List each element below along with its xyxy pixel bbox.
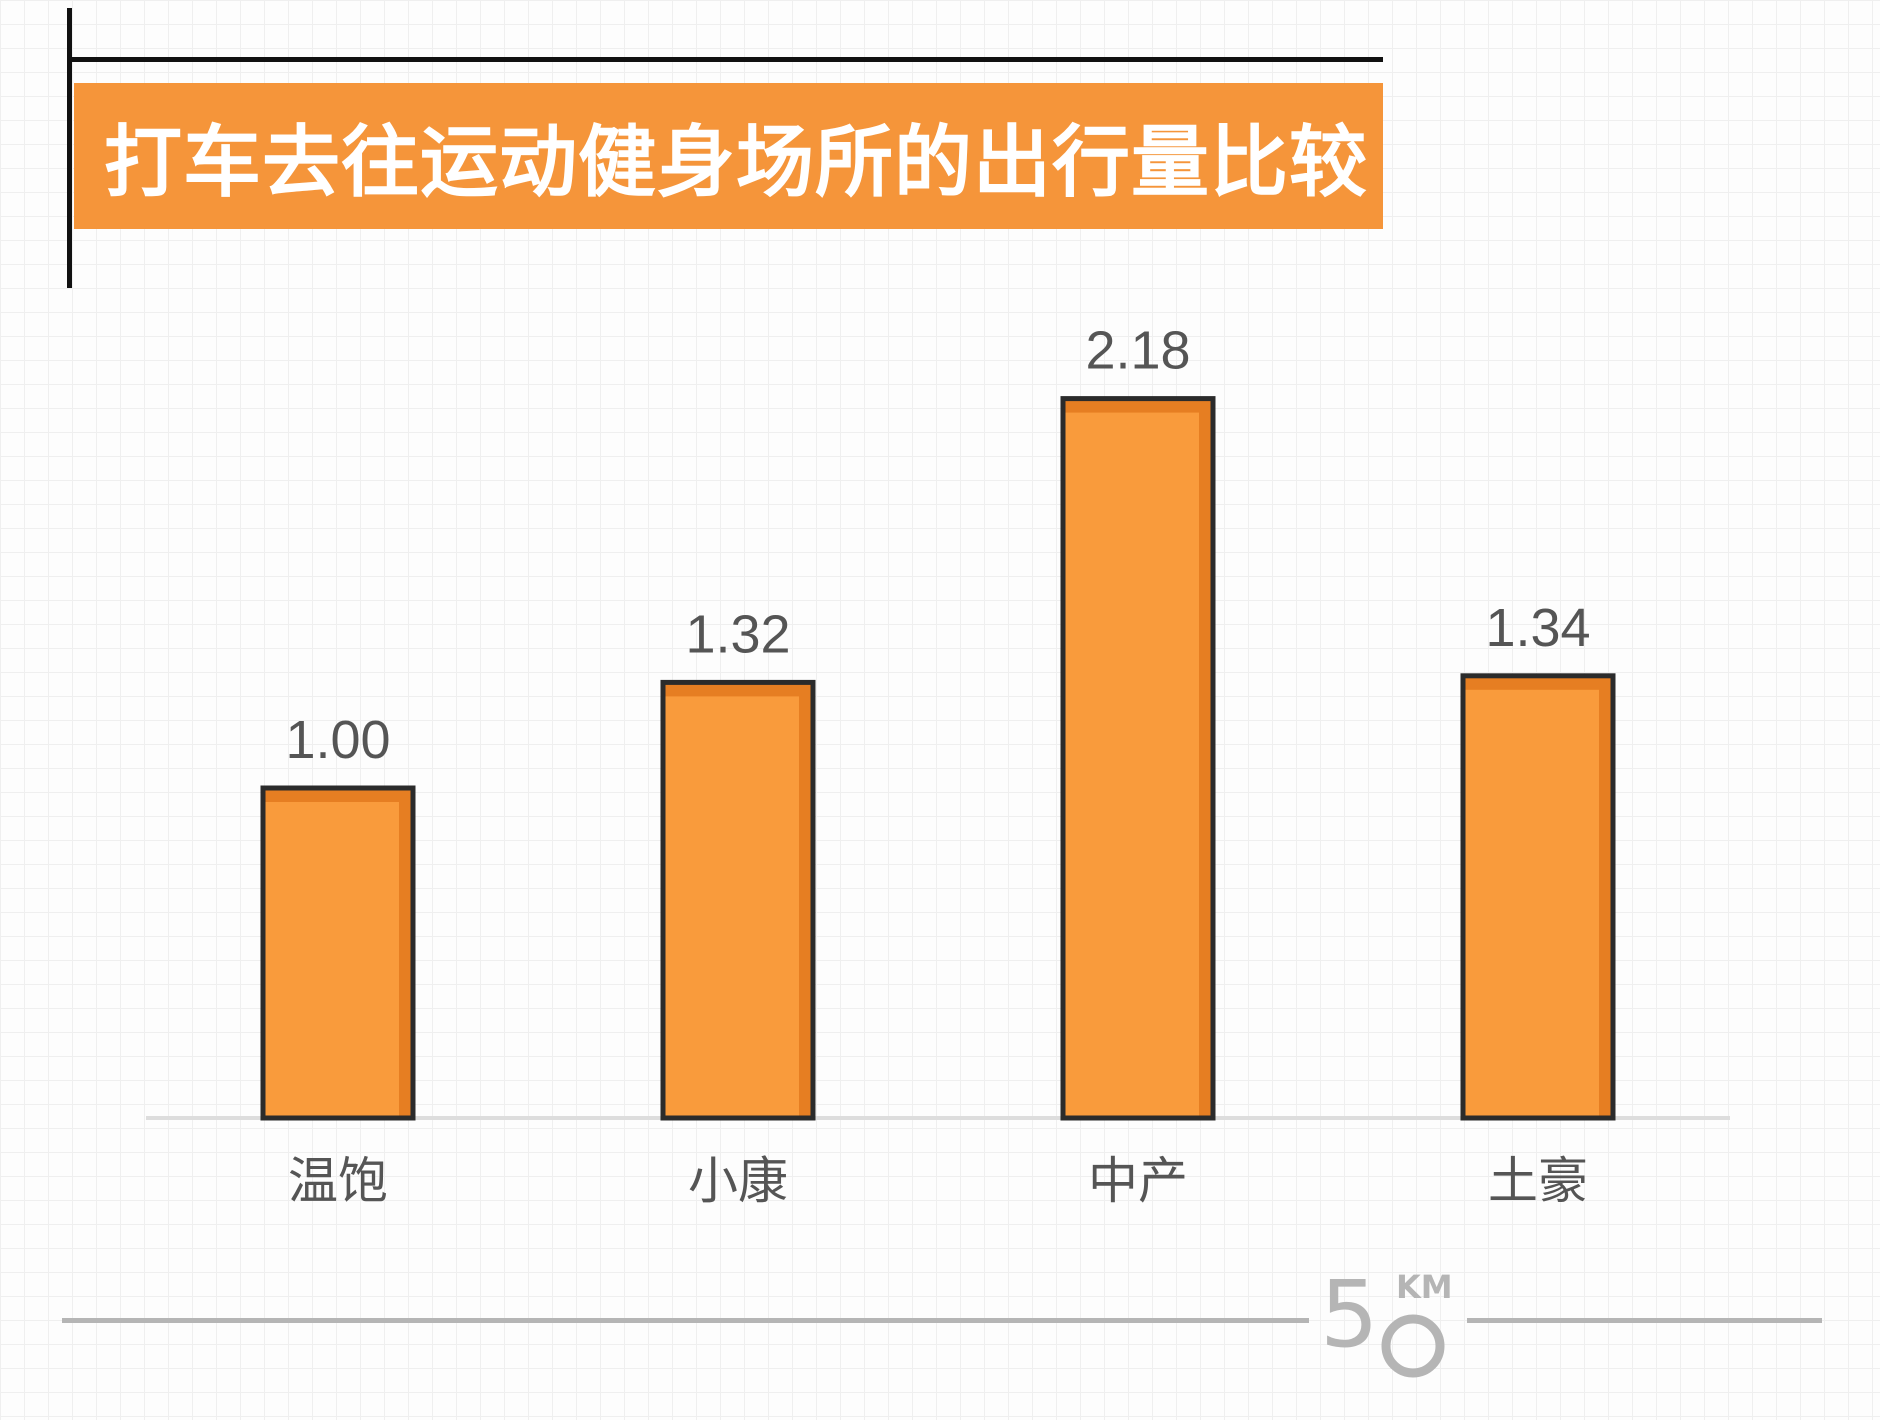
- bar-2-top-shade: [663, 682, 813, 697]
- category-label-3: 中产: [1088, 1152, 1188, 1210]
- logo-ring: [1381, 1314, 1445, 1378]
- bar-4-side-shade: [1599, 675, 1613, 1118]
- bar-2: [663, 682, 813, 1118]
- bar-3-outline: [1060, 396, 1216, 1121]
- bar-2-side-shade: [799, 682, 813, 1118]
- bar-3-side-shade: [1199, 398, 1213, 1119]
- title-banner: 打车去往运动健身场所的出行量比较: [74, 83, 1383, 229]
- bar-4-outline: [1460, 673, 1616, 1121]
- category-label-1: 温饱: [288, 1152, 388, 1210]
- chart-title: 打车去往运动健身场所的出行量比较: [104, 118, 1369, 208]
- value-label-3: 2.18: [1085, 321, 1190, 381]
- category-label-4: 土豪: [1488, 1152, 1588, 1210]
- value-label-2: 1.32: [685, 604, 790, 664]
- bar-1: [263, 788, 413, 1118]
- title-accent-vertical-line: [67, 8, 72, 288]
- logo-unit: KM: [1396, 1268, 1453, 1306]
- bar-1-top-shade: [263, 788, 413, 802]
- bar-3: [1063, 398, 1213, 1119]
- bar-1-outline: [260, 785, 416, 1121]
- bar-4-top-shade: [1463, 675, 1613, 690]
- bar-1-side-shade: [399, 788, 413, 1118]
- title-accent-horizontal-line: [67, 57, 1383, 62]
- bar-4: [1463, 675, 1613, 1118]
- footer-line-left: [62, 1318, 1309, 1323]
- bar-3-top-shade: [1063, 398, 1213, 413]
- value-label-4: 1.34: [1485, 598, 1590, 658]
- footer-line-right: [1467, 1318, 1822, 1323]
- value-label-1: 1.00: [285, 710, 390, 770]
- category-label-2: 小康: [688, 1152, 788, 1210]
- brand-logo: 5 KM: [1320, 1261, 1453, 1378]
- bar-2-outline: [660, 679, 816, 1121]
- logo-number: 5: [1320, 1261, 1379, 1368]
